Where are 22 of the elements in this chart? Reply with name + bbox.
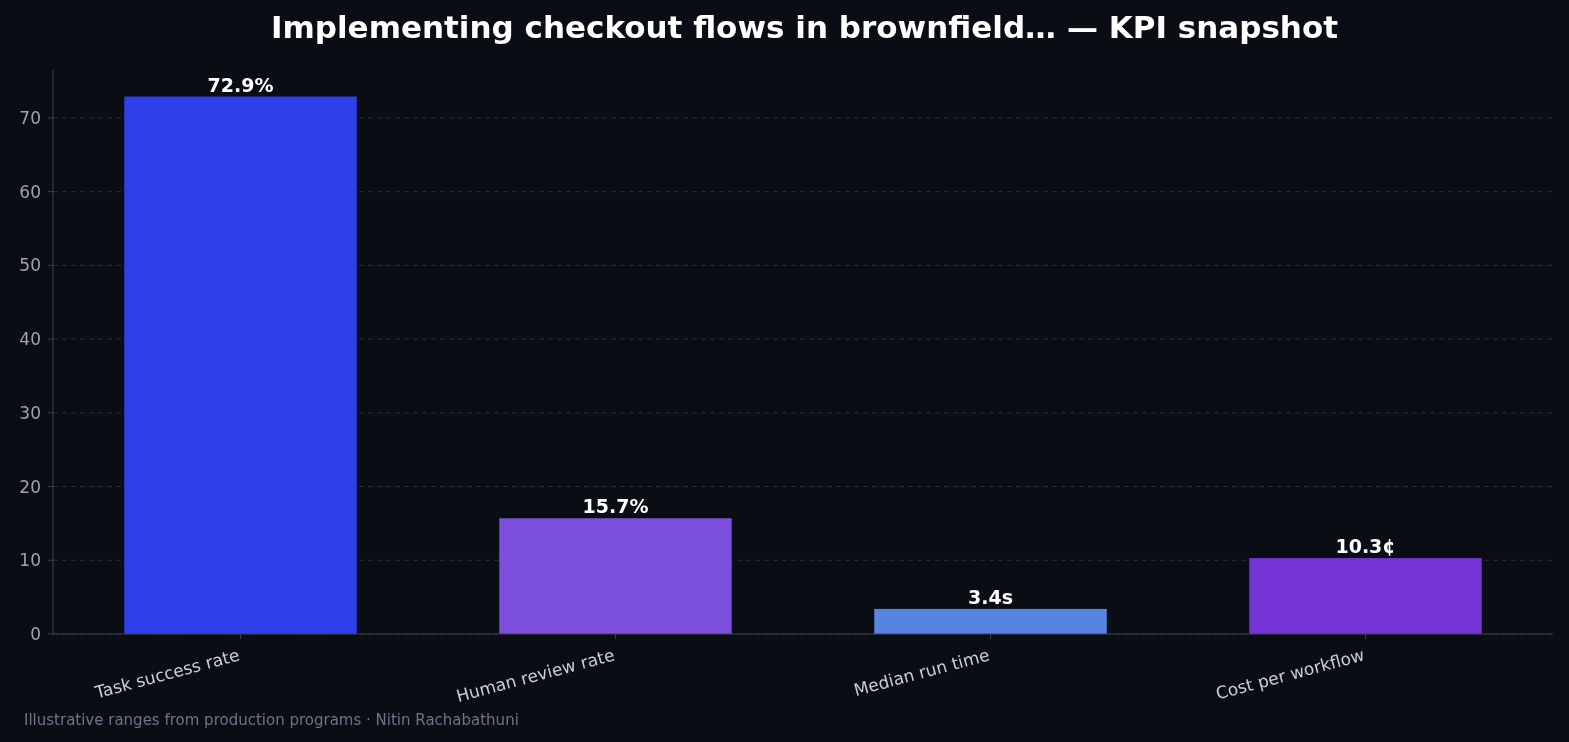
data-label: 10.3¢ [1335, 535, 1396, 558]
y-tick-label: 0 [30, 624, 41, 644]
bar [874, 608, 1107, 634]
y-tick-label: 50 [19, 255, 41, 276]
x-tick-label: Human review rate [454, 644, 617, 707]
y-tick-label: 70 [19, 107, 41, 128]
y-tick-label: 60 [19, 181, 41, 202]
x-tick-label: Task success rate [91, 644, 242, 703]
data-label: 72.9% [207, 73, 274, 96]
y-tick-label: 40 [19, 329, 41, 350]
bar [499, 518, 732, 634]
y-tick-label: 20 [19, 476, 41, 497]
bar [124, 96, 357, 634]
data-label: 3.4s [968, 585, 1013, 608]
x-tick-label: Median run time [851, 644, 992, 700]
text: Illustrative ranges from production programs · Nitin Rachabathuni [24, 711, 519, 729]
bar [1249, 558, 1482, 634]
x-tick-label: Cost per workflow [1213, 644, 1367, 704]
chart-title: Implementing checkout flows in brownfield… — KPI snapshot [270, 9, 1339, 45]
y-tick-label: 10 [19, 550, 41, 571]
y-tick-label: 30 [19, 402, 41, 423]
data-label: 15.7% [582, 495, 649, 518]
